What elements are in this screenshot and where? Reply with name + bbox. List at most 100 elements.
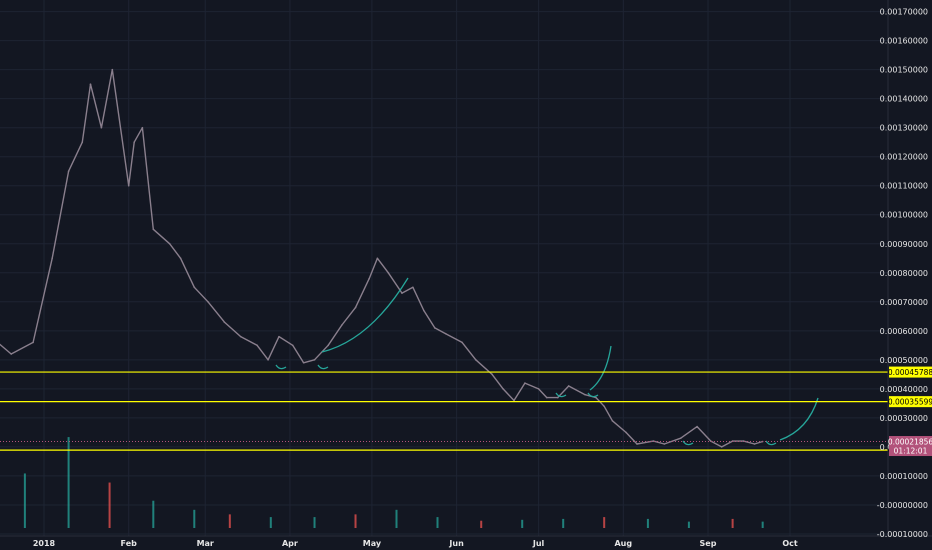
price-point [32, 341, 34, 344]
y-tick-label: 0.00170000 [880, 8, 928, 17]
y-tick-label: -0.00000000 [877, 501, 928, 510]
level-tag-bg [889, 396, 932, 408]
x-tick-label: Feb [121, 539, 138, 548]
volume-bar [269, 517, 272, 528]
price-point [223, 321, 226, 323]
drawn-curve [587, 392, 599, 398]
volume-bars [23, 437, 764, 528]
y-tick-label: 0.00080000 [880, 269, 928, 278]
x-tick-label: 2018 [33, 539, 56, 548]
x-tick-label: Aug [614, 539, 632, 548]
price-line [0, 68, 763, 448]
price-point [193, 286, 196, 289]
volume-bar [480, 520, 483, 528]
price-point [513, 399, 515, 402]
volume-bar [23, 473, 26, 528]
y-tick-label: 0.00040000 [880, 385, 928, 394]
volume-bar [152, 500, 155, 528]
volume-bar [228, 514, 231, 528]
volume-bar [395, 509, 398, 528]
price-tags: 0.000457880.000355990.000189020.00021856… [888, 366, 932, 457]
price-point [636, 443, 638, 445]
level-tag-label: 0.00045788 [888, 368, 932, 377]
y-tick-label: 0.00140000 [880, 95, 928, 104]
price-point [127, 184, 130, 187]
price-point [742, 440, 745, 442]
price-point [611, 419, 614, 422]
price-point [679, 437, 682, 440]
price-point [720, 446, 723, 448]
price-point [278, 335, 280, 338]
y-tick-label: 0.00120000 [880, 153, 928, 162]
price-point [603, 405, 605, 408]
horizontal-levels[interactable] [0, 371, 888, 451]
price-point [401, 292, 403, 294]
time-axis[interactable]: 2018 Feb Mar Apr May Jun Jul Aug Sep Oct [33, 539, 798, 548]
price-axis[interactable]: 0.00170000 0.00160000 0.00150000 0.00140000… [877, 8, 928, 539]
y-tick-label: 0.00100000 [880, 211, 928, 220]
price-point [567, 385, 570, 387]
price-point [168, 242, 171, 245]
y-tick-label: 0.00060000 [880, 327, 928, 336]
price-point [502, 388, 504, 390]
price-point [376, 257, 379, 260]
drawn-curves [275, 277, 819, 446]
y-tick-label: 0.00070000 [880, 298, 928, 307]
price-point [313, 359, 316, 361]
drawn-curve [765, 440, 777, 446]
y-tick-label: 0.00030000 [880, 414, 928, 423]
volume-bar [521, 519, 524, 528]
x-tick-label: Oct [782, 539, 798, 548]
volume-bar [603, 517, 606, 528]
price-point [524, 382, 526, 384]
price-point [256, 344, 258, 347]
price-point [663, 443, 666, 445]
y-tick-label: 0.00090000 [880, 240, 928, 249]
price-point [625, 431, 627, 434]
y-tick-label: 0.00010000 [880, 472, 928, 481]
drawn-curve [589, 345, 612, 391]
y-tick-label: 0.00150000 [880, 66, 928, 75]
price-point [387, 271, 390, 274]
drawn-curve [779, 397, 819, 441]
drawn-curve [317, 364, 329, 370]
y-tick-label: 0.00110000 [880, 182, 928, 191]
drawn-curve [682, 440, 694, 446]
price-series [0, 68, 764, 448]
price-point [179, 257, 182, 260]
price-point [474, 359, 477, 361]
price-point [556, 396, 559, 399]
price-point [111, 68, 114, 71]
price-point [302, 361, 305, 364]
drawn-curve [275, 364, 287, 370]
price-point [444, 332, 447, 335]
x-tick-label: Sep [700, 539, 717, 548]
countdown-label: 01:12:01 [894, 447, 928, 456]
price-point [354, 306, 357, 309]
price-point [327, 344, 329, 347]
price-point [67, 170, 70, 173]
price-point [461, 341, 463, 344]
last-price-label: 0.00021856 [888, 438, 932, 447]
price-point [423, 309, 425, 312]
x-tick-label: Jul [532, 539, 545, 548]
price-point [341, 324, 343, 326]
price-point [537, 388, 540, 390]
price-point [652, 440, 655, 442]
volume-bar [193, 509, 196, 528]
price-point [141, 126, 144, 129]
volume-bar [761, 521, 764, 528]
x-tick-label: Mar [197, 539, 214, 548]
price-point [368, 277, 370, 280]
price-point [207, 301, 209, 303]
last-price-tag-bg [889, 436, 932, 457]
volume-bar [436, 517, 439, 528]
price-point [100, 126, 103, 129]
price-point [10, 353, 13, 355]
price-point [753, 443, 756, 445]
price-point [584, 393, 586, 396]
price-point [89, 83, 92, 85]
volume-bar [687, 521, 690, 528]
